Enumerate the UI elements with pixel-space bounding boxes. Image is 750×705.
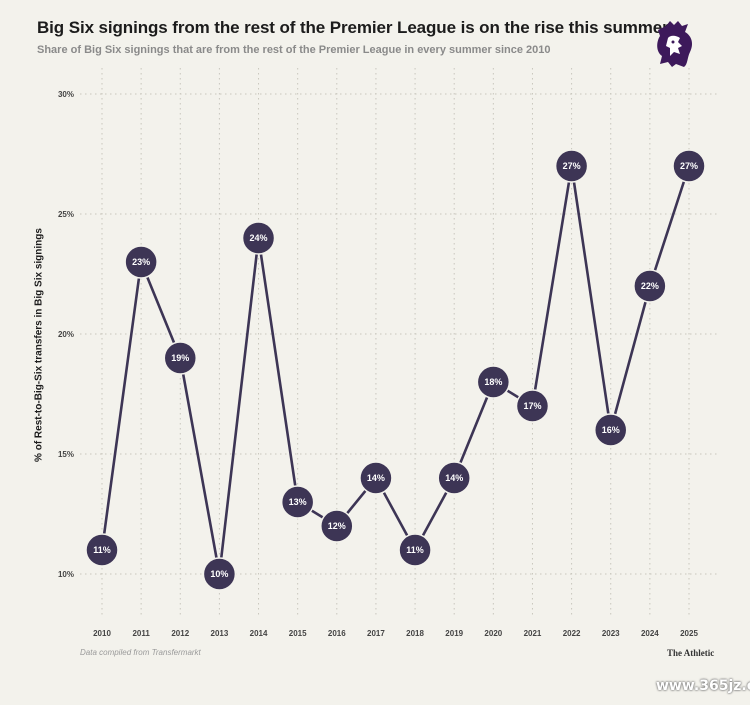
series-line <box>100 164 691 576</box>
x-tick-label: 2010 <box>93 629 111 638</box>
y-tick-label: 10% <box>58 570 74 579</box>
data-point-marker <box>554 149 589 183</box>
data-label: 18% <box>484 377 502 387</box>
data-label: 23% <box>132 257 150 267</box>
data-point-marker <box>241 221 276 255</box>
data-label: 13% <box>289 497 307 507</box>
data-label: 22% <box>641 281 659 291</box>
data-label: 11% <box>406 545 424 555</box>
data-label: 14% <box>445 473 463 483</box>
data-point-marker <box>124 245 158 279</box>
data-label: 24% <box>250 233 268 243</box>
x-tick-label: 2011 <box>132 629 150 638</box>
chart-title: Big Six signings from the rest of the Pr… <box>37 18 669 37</box>
data-point-marker <box>515 389 550 423</box>
data-point-marker <box>672 149 706 183</box>
data-point-marker <box>85 533 119 567</box>
x-tick-label: 2020 <box>484 629 502 638</box>
x-tick-label: 2022 <box>563 629 581 638</box>
y-tick-label: 25% <box>58 210 74 219</box>
x-tick-label: 2018 <box>406 629 424 638</box>
data-point-marker <box>163 341 198 375</box>
data-label: 16% <box>602 425 620 435</box>
data-point-marker <box>437 461 471 495</box>
chart-subtitle: Share of Big Six signings that are from … <box>37 44 551 56</box>
x-tick-label: 2013 <box>211 629 229 638</box>
data-point-marker <box>633 269 667 303</box>
watermark-text: www.365jz.com <box>656 678 750 694</box>
data-label: 12% <box>328 521 346 531</box>
data-label: 19% <box>171 353 189 363</box>
x-tick-label: 2012 <box>171 629 189 638</box>
x-tick-label: 2016 <box>328 629 346 638</box>
data-point-marker <box>593 413 628 447</box>
data-point-marker <box>359 461 393 495</box>
x-tick-label: 2017 <box>367 629 385 638</box>
the-athletic-logo: The Athletic <box>667 648 715 658</box>
x-tick-label: 2025 <box>680 629 698 638</box>
data-label: 14% <box>367 473 385 483</box>
x-tick-label: 2014 <box>250 629 268 638</box>
x-tick-label: 2015 <box>289 629 307 638</box>
y-tick-label: 20% <box>58 330 74 339</box>
y-tick-label: 15% <box>58 450 74 459</box>
data-label: 11% <box>93 545 111 555</box>
data-point-marker <box>280 485 315 519</box>
data-label: 27% <box>563 161 581 171</box>
x-tick-label: 2023 <box>602 629 620 638</box>
source-note: Data compiled from Transfermarkt <box>80 648 201 657</box>
x-tick-label: 2021 <box>524 629 542 638</box>
data-point-marker <box>476 365 511 399</box>
data-label: 27% <box>680 161 698 171</box>
x-tick-label: 2024 <box>641 629 659 638</box>
data-label: 17% <box>523 401 541 411</box>
data-point-marker <box>320 509 354 543</box>
data-point-marker <box>202 557 237 591</box>
y-tick-label: 30% <box>58 90 74 99</box>
data-label: 10% <box>210 569 228 579</box>
data-point-marker <box>398 533 432 567</box>
premier-league-lion-logo <box>657 21 693 67</box>
x-tick-label: 2019 <box>445 629 463 638</box>
